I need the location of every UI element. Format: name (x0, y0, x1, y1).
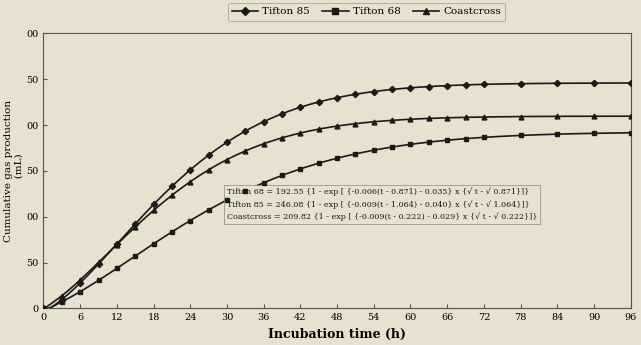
Text: Tifton 68 = 192.55 {1 - exp [ {-0.006(t - 0.871) - 0.035} x {√ t - √ 0.871}]}
Ti: Tifton 68 = 192.55 {1 - exp [ {-0.006(t … (227, 188, 537, 221)
Legend: Tifton 85, Tifton 68, Coastcross: Tifton 85, Tifton 68, Coastcross (228, 3, 505, 21)
Y-axis label: Cumulative gas production
   (mL): Cumulative gas production (mL) (4, 100, 24, 242)
X-axis label: Incubation time (h): Incubation time (h) (268, 328, 406, 341)
